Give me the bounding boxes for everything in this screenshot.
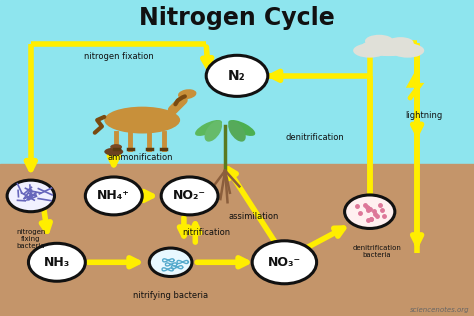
- Circle shape: [345, 195, 395, 228]
- Text: NH₃: NH₃: [44, 256, 70, 269]
- Text: denitrification
bacteria: denitrification bacteria: [352, 245, 401, 258]
- Bar: [0, 164, 474, 316]
- Text: ammonification: ammonification: [107, 154, 173, 162]
- Text: NH₄⁺: NH₄⁺: [97, 189, 130, 203]
- Ellipse shape: [353, 43, 386, 58]
- Circle shape: [161, 177, 218, 215]
- Ellipse shape: [228, 120, 255, 136]
- Text: Nitrogen Cycle: Nitrogen Cycle: [139, 6, 335, 30]
- Circle shape: [7, 180, 55, 212]
- Ellipse shape: [195, 120, 222, 136]
- Circle shape: [85, 177, 142, 215]
- Bar: [0, 0, 474, 164]
- Circle shape: [28, 243, 85, 281]
- Ellipse shape: [104, 107, 180, 134]
- Text: N₂: N₂: [228, 69, 246, 83]
- Ellipse shape: [228, 121, 246, 142]
- Ellipse shape: [205, 121, 222, 142]
- Text: NO₃⁻: NO₃⁻: [268, 256, 301, 269]
- Circle shape: [206, 55, 268, 96]
- Circle shape: [252, 241, 317, 284]
- Ellipse shape: [387, 37, 413, 48]
- Text: lightning: lightning: [406, 111, 443, 120]
- Text: nitrifying bacteria: nitrifying bacteria: [133, 291, 208, 300]
- Ellipse shape: [110, 144, 122, 150]
- Text: nitrogen fixation: nitrogen fixation: [83, 52, 154, 61]
- Ellipse shape: [178, 89, 196, 99]
- Circle shape: [149, 248, 192, 276]
- Text: NO₂⁻: NO₂⁻: [173, 189, 206, 203]
- Text: nitrification: nitrification: [182, 228, 230, 237]
- Ellipse shape: [365, 35, 393, 47]
- Text: sciencenotes.org: sciencenotes.org: [410, 307, 469, 313]
- Text: assimilation: assimilation: [228, 212, 279, 221]
- FancyArrowPatch shape: [173, 100, 183, 110]
- Text: denitrification: denitrification: [286, 133, 345, 142]
- Ellipse shape: [360, 39, 417, 56]
- Ellipse shape: [104, 148, 123, 156]
- Ellipse shape: [391, 43, 424, 58]
- Text: nitrogen
fixing
bacteria: nitrogen fixing bacteria: [16, 228, 46, 249]
